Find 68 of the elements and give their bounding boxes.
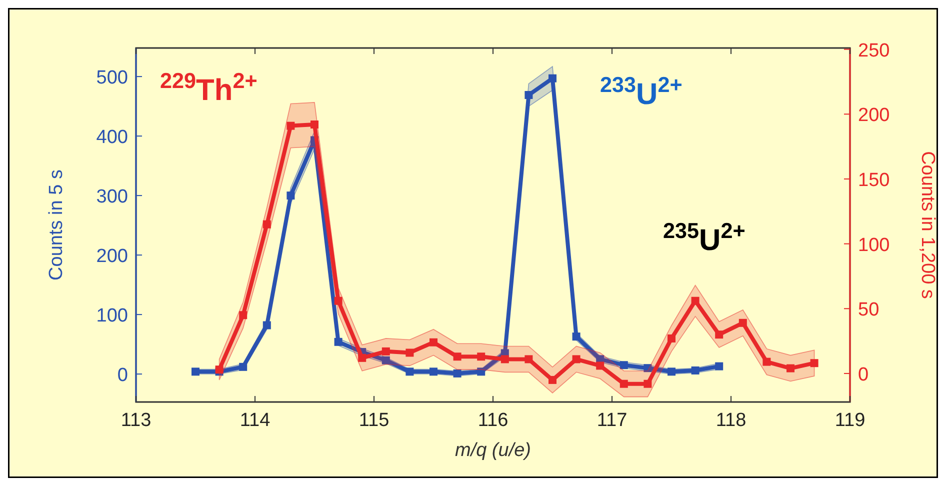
- x-tick-label: 117: [596, 410, 628, 431]
- y-tick-label: 100: [96, 306, 128, 327]
- point: [477, 352, 486, 361]
- point: [286, 122, 295, 130]
- y-tick-label: 200: [96, 246, 128, 268]
- y2-tick-label: 200: [858, 105, 890, 126]
- point: [192, 368, 200, 376]
- point: [382, 356, 390, 364]
- point: [762, 358, 771, 366]
- y2-axis-title: Counts in 1,200 s: [917, 151, 938, 299]
- point: [524, 355, 533, 364]
- x-tick-label: 115: [358, 410, 390, 431]
- y2-tick-label: 50: [858, 300, 880, 321]
- y2-tick-label: 0: [858, 364, 869, 386]
- point: [572, 355, 580, 364]
- point: [548, 376, 556, 384]
- y2-tick-label: 100: [858, 234, 890, 256]
- point: [715, 362, 724, 370]
- y-axis-title: Counts in 5 s: [46, 170, 67, 280]
- y2-tick-label: 250: [858, 40, 890, 62]
- point: [334, 296, 342, 305]
- point: [239, 362, 248, 371]
- x-tick-label: 118: [716, 410, 746, 431]
- annotation: $^{235}$U$^{2+}$: [663, 218, 746, 257]
- y2-tick-label: 150: [858, 170, 890, 191]
- point: [430, 338, 438, 346]
- point: [358, 354, 366, 362]
- series-label: $^{229}$Th$^{2+}$: [160, 68, 258, 107]
- point: [620, 380, 628, 388]
- y-tick-label: 300: [96, 186, 128, 208]
- point: [453, 352, 462, 361]
- series-label: $^{233}$U$^{2+}$: [600, 72, 682, 111]
- point: [691, 366, 700, 374]
- point: [548, 74, 556, 82]
- y-tick-label: 0: [117, 365, 128, 386]
- point: [572, 332, 580, 341]
- point: [430, 368, 438, 376]
- point: [786, 364, 794, 372]
- y-tick-label: 400: [96, 127, 128, 148]
- point: [691, 296, 700, 305]
- point: [668, 368, 676, 376]
- point: [334, 338, 342, 346]
- point: [644, 380, 652, 388]
- point: [810, 359, 818, 368]
- point: [644, 364, 652, 372]
- point: [524, 91, 533, 99]
- point: [715, 330, 724, 339]
- point: [286, 192, 295, 200]
- x-tick-label: 116: [478, 410, 508, 431]
- point: [310, 120, 318, 129]
- point: [453, 369, 462, 378]
- x-tick-label: 119: [834, 410, 866, 431]
- x-tick-label: 114: [240, 410, 271, 431]
- point: [262, 321, 271, 330]
- point: [382, 347, 390, 356]
- point: [406, 368, 414, 376]
- point: [738, 318, 747, 327]
- point: [668, 334, 676, 342]
- point: [620, 361, 628, 370]
- point: [406, 348, 414, 357]
- y-tick-label: 500: [96, 68, 128, 89]
- point: [239, 311, 248, 320]
- point: [262, 220, 271, 228]
- point: [477, 368, 486, 376]
- point: [500, 355, 509, 364]
- point: [596, 362, 604, 370]
- x-tick-label: 113: [120, 410, 152, 431]
- x-axis-title: m/q (u/e): [454, 440, 532, 461]
